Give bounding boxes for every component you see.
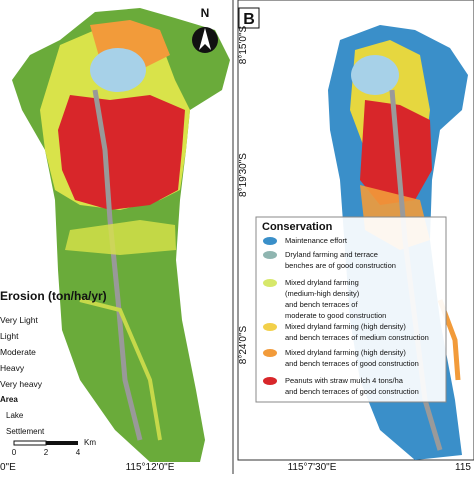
legend-item: benches are of good construction (285, 261, 396, 270)
legend-item: Very heavy (0, 379, 43, 389)
legend-item: and bench terraces of (285, 300, 358, 309)
legend-item: and bench terraces of medium constructio… (285, 333, 429, 342)
scale-unit: Km (84, 438, 96, 447)
y-label: 8°15'0"S (238, 25, 249, 64)
area-title: Area (0, 395, 18, 404)
panel-frame (237, 0, 474, 461)
north-label: N (201, 6, 210, 20)
legend-title: Conservation (262, 221, 333, 233)
erosion-map (12, 8, 230, 462)
y-label: 8°19'30"S (238, 153, 249, 197)
conservation-legend: Conservation Maintenance effort Dryland f… (255, 216, 447, 403)
legend-swatch (263, 237, 277, 245)
legend-swatch (263, 251, 277, 259)
legend-title: Erosion (ton/ha/yr) (0, 289, 107, 303)
legend-item: Dryland farming and terrace (285, 250, 378, 259)
erosion-legend: Erosion (ton/ha/yr) Very Light Light Mod… (0, 289, 107, 436)
legend-swatch (263, 349, 277, 357)
legend-item: and bench terraces of good construction (285, 387, 419, 396)
panel-label: B (243, 11, 255, 28)
legend-item: Mixed dryland farming (high density) (285, 348, 406, 357)
legend-item: moderate to good construction (285, 311, 386, 320)
x-label: 0"E (0, 462, 16, 473)
legend-box (255, 216, 447, 403)
legend-item: and bench terraces of good construction (285, 359, 419, 368)
x-label: 115°12'0"E (126, 462, 175, 473)
legend-item: Maintenance effort (285, 236, 348, 245)
legend-item: Mixed dryland farming (285, 278, 359, 287)
area-item: Settlement (6, 427, 45, 436)
legend-item: Heavy (0, 363, 25, 373)
area-item: Lake (6, 411, 24, 420)
panel-label-box (238, 7, 260, 29)
legend-swatch (263, 377, 277, 385)
scale-label: 2 (44, 448, 49, 457)
legend-item: Peanuts with straw mulch 4 tons/ha (285, 376, 404, 385)
legend-item: Mixed dryland farming (high density) (285, 322, 406, 331)
x-label: 115 (455, 462, 471, 473)
y-label: 8°24'0"S (238, 325, 249, 364)
x-label: 115°7'30"E (288, 462, 337, 473)
legend-swatch (263, 279, 277, 287)
scale-label: 4 (76, 448, 81, 457)
legend-item: Very Light (0, 315, 38, 325)
legend-item: Light (0, 331, 19, 341)
legend-item: Moderate (0, 347, 36, 357)
north-arrow: N (192, 6, 218, 53)
scale-label: 0 (12, 448, 17, 457)
legend-swatch (263, 323, 277, 331)
scale-bar: 0 2 4 Km (12, 438, 97, 457)
legend-item: (medium-high density) (285, 289, 360, 298)
